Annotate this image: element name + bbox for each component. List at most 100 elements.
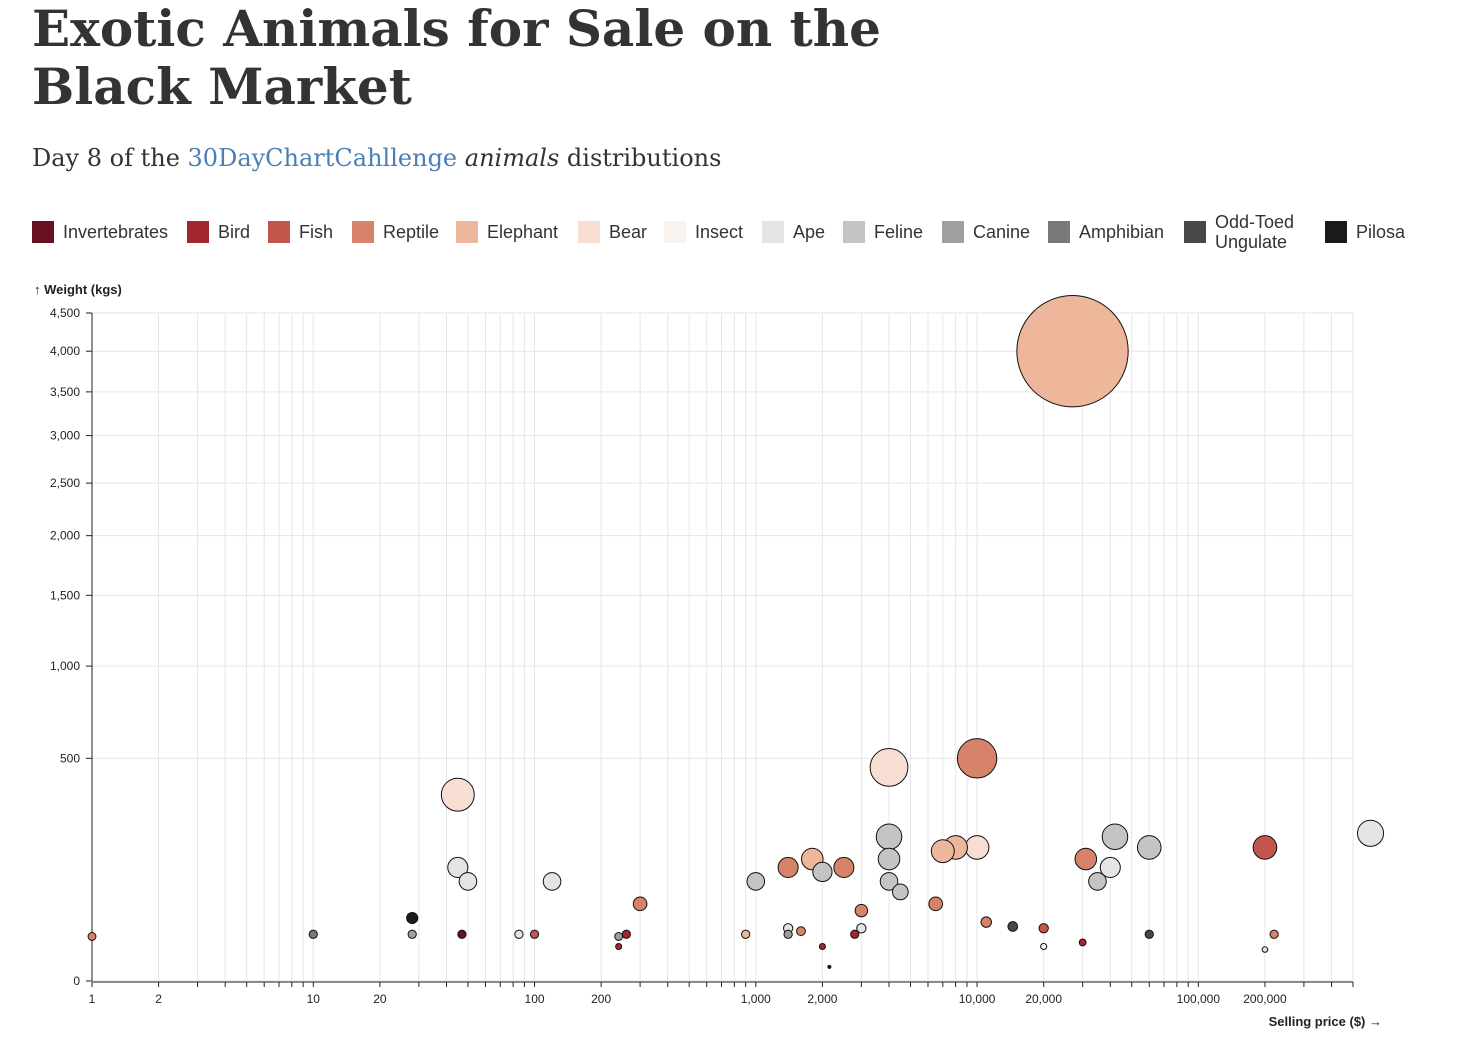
legend-item: Canine — [942, 212, 1030, 252]
y-tick-label: 2,000 — [50, 529, 80, 543]
data-point — [447, 856, 469, 878]
data-point — [1252, 835, 1278, 860]
subtitle-suffix: distributions — [559, 144, 722, 172]
data-point — [850, 929, 860, 939]
data-point — [928, 896, 943, 912]
x-tick-label: 20,000 — [1025, 992, 1062, 1006]
legend-label: Feline — [874, 222, 924, 242]
data-point — [879, 872, 899, 891]
x-tick-label: 2 — [155, 992, 162, 1006]
challenge-link[interactable]: 30DayChartCahllenge — [187, 144, 458, 172]
data-point — [1144, 929, 1154, 939]
data-point — [783, 929, 793, 939]
x-tick-label: 100,000 — [1177, 992, 1221, 1006]
data-point — [875, 823, 903, 850]
data-point — [812, 861, 833, 883]
legend-swatch — [1184, 221, 1206, 243]
subtitle-emphasis: animals — [464, 144, 560, 172]
legend-label: Fish — [299, 222, 334, 242]
data-point — [87, 932, 97, 941]
data-point — [833, 856, 855, 878]
legend-swatch — [456, 221, 478, 243]
data-point — [746, 872, 766, 891]
legend-label: Ape — [793, 222, 826, 242]
legend-label: Bear — [609, 222, 648, 242]
y-tick-label: 3,000 — [50, 429, 80, 443]
legend-swatch — [664, 221, 686, 243]
x-tick-label: 100 — [525, 992, 545, 1006]
y-tick-label: 1,000 — [50, 659, 80, 673]
y-tick-label: 500 — [60, 751, 80, 765]
legend-label: Bird — [218, 222, 251, 242]
legend-swatch — [352, 221, 374, 243]
data-point — [615, 942, 623, 951]
y-tick-label: 4,500 — [50, 306, 80, 320]
data-point — [614, 932, 624, 941]
data-point — [457, 929, 467, 939]
data-point — [406, 911, 419, 925]
x-axis-label: Selling price ($) → — [1269, 1014, 1382, 1029]
data-point — [1099, 856, 1121, 878]
legend-swatch — [762, 221, 784, 243]
legend-item: Bird — [187, 212, 250, 252]
data-point — [1101, 823, 1129, 850]
legend-swatch — [268, 221, 290, 243]
data-point — [440, 777, 475, 812]
page-title: Exotic Animals for Sale on the Black Mar… — [32, 0, 881, 116]
data-point — [964, 835, 990, 860]
data-point — [514, 929, 524, 939]
x-tick-label: 20 — [373, 992, 387, 1006]
data-point — [1136, 835, 1162, 860]
legend-swatch — [843, 221, 865, 243]
legend-label: Odd-Toed Ungulate — [1215, 212, 1295, 252]
y-tick-label: 0 — [73, 974, 80, 988]
legend-item: Bear — [578, 212, 647, 252]
data-point — [1269, 929, 1279, 939]
data-point — [458, 872, 478, 891]
data-point — [621, 929, 631, 939]
data-point — [1356, 819, 1385, 847]
data-point — [777, 856, 799, 878]
legend-swatch — [32, 221, 54, 243]
legend-label: Insect — [695, 222, 744, 242]
data-point — [632, 896, 648, 912]
data-point — [796, 926, 806, 937]
x-tick-label: 1 — [89, 992, 96, 1006]
data-point — [1007, 921, 1019, 932]
legend-item: Pilosa — [1325, 212, 1405, 252]
subtitle: Day 8 of the 30DayChartCahllenge animals… — [32, 144, 721, 172]
legend-item: Insect — [664, 212, 743, 252]
legend-swatch — [187, 221, 209, 243]
data-point — [1040, 942, 1048, 951]
data-point — [818, 942, 826, 951]
legend-label: Pilosa — [1356, 222, 1406, 242]
legend-item: Ape — [762, 212, 825, 252]
subtitle-space — [457, 144, 465, 172]
data-point — [854, 903, 869, 918]
data-point — [877, 847, 901, 871]
data-point — [856, 923, 867, 934]
y-tick-label: 4,000 — [50, 344, 80, 358]
legend-item: Reptile — [352, 212, 439, 252]
x-tick-label: 10 — [307, 992, 321, 1006]
data-point — [741, 929, 751, 939]
data-point — [1074, 847, 1098, 871]
data-point — [1078, 938, 1087, 947]
data-point — [1038, 923, 1049, 934]
legend-item: Amphibian — [1048, 212, 1164, 252]
data-point — [1261, 946, 1269, 953]
legend-label: Reptile — [383, 222, 440, 242]
data-point — [1016, 295, 1129, 408]
legend-swatch — [1325, 221, 1347, 243]
data-point — [827, 964, 832, 969]
x-tick-label: 200 — [591, 992, 611, 1006]
data-point — [980, 916, 992, 928]
legend-item: Feline — [843, 212, 923, 252]
legend-item: Fish — [268, 212, 333, 252]
scatter-chart: 0 500 1,000 1,500 2,000 2,500 3,000 3,500 4,000 4… — [34, 282, 1385, 1029]
legend: Invertebrates Bird Fish Reptile Elephant Bear… — [32, 212, 1462, 252]
data-point — [956, 738, 998, 779]
legend-item: Invertebrates — [32, 212, 168, 252]
data-point — [542, 872, 562, 891]
data-point — [891, 883, 909, 901]
